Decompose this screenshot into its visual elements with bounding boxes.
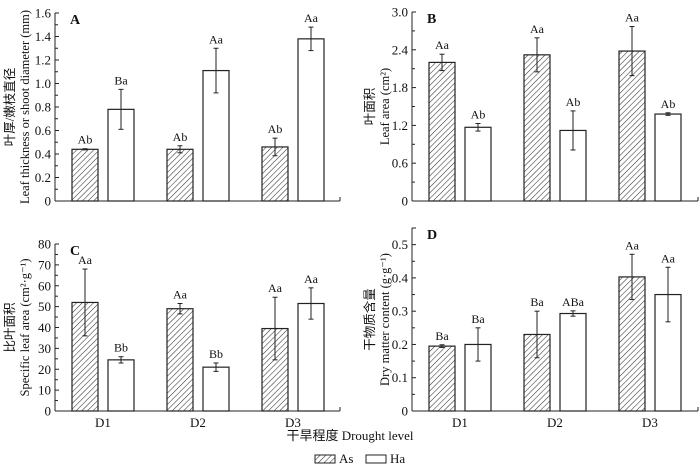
- panel-b-bar-as-d2: [523, 54, 551, 202]
- panel-a-leaf-thickness: 0 0.2 0.4 0.6 0.8 1.0 1.2 1.4 1.6 A 叶厚/嫩枝直径 Leaf th…: [2, 6, 341, 209]
- panel-d-sig-label-ha-d3: Aa: [661, 251, 676, 265]
- panel-c-y-tick-label: 70: [38, 257, 51, 272]
- panel-b-leaf-area: 0 0.6 1.2 1.8 2.4 3.0 B 叶面积 Leaf area (cm²) Aa Ab A…: [363, 5, 699, 209]
- panel-d-bar-as-d1: [428, 345, 456, 412]
- panel-b-sig-label-as-d1: Aa: [435, 38, 450, 52]
- panel-d-y-tick-label: 0.3: [392, 304, 408, 319]
- panel-b-y-tick-label: 2.4: [392, 42, 409, 57]
- panel-c-y-tick-label: 50: [38, 299, 51, 314]
- panel-c-category-label: D2: [190, 415, 206, 430]
- panel-a-y-tick-label: 0: [45, 194, 52, 209]
- panel-a-bar-ha-d3: [297, 38, 325, 202]
- panel-b-sig-label-ha-d3: Ab: [661, 97, 676, 111]
- legend-item-ha: Ha: [365, 451, 405, 466]
- panel-b-y-tick-label: 0: [402, 194, 409, 209]
- panel-c-y-tick-label: 60: [38, 278, 51, 293]
- panel-b-bar-as-d1: [428, 61, 456, 202]
- panel-d-sig-label-as-d1: Ba: [435, 329, 449, 343]
- legend-label-as: As: [339, 451, 353, 466]
- panel-c-y-label-cn: 比叶面积: [3, 302, 17, 352]
- panel-a-y-tick-label: 0.6: [35, 123, 52, 138]
- legend-label-ha: Ha: [390, 451, 405, 466]
- panel-c-letter: C: [70, 244, 80, 259]
- panel-c-sig-label-as-d3: Aa: [268, 281, 283, 295]
- panel-b-y-tick-label: 1.8: [392, 80, 408, 95]
- legend-swatch-as: [314, 454, 336, 464]
- legend: As Ha: [314, 451, 405, 466]
- panel-a-y-tick-label: 0.2: [35, 170, 51, 185]
- panel-b-y-tick-label: 1.2: [392, 118, 408, 133]
- panel-d-letter: D: [427, 228, 437, 243]
- legend-item-as: As: [314, 451, 353, 466]
- panel-c-y-tick-label: 80: [38, 237, 51, 252]
- panel-b-y-label-cn: 叶面积: [363, 88, 377, 126]
- panel-b-sig-label-as-d3: Aa: [625, 10, 640, 24]
- panel-b-y-tick-label: 0.6: [392, 156, 409, 171]
- panel-a-sig-label-ha-d2: Aa: [209, 32, 224, 46]
- panel-c-y-tick-label: 30: [38, 341, 51, 356]
- panel-d-y-tick-label: 0: [402, 404, 409, 419]
- panel-d-category-label: D3: [642, 415, 658, 430]
- panel-d-y-tick-label: 0.1: [392, 370, 408, 385]
- panel-d-dry-matter-content: 0 0.1 0.2 0.3 0.4 0.5 D 干物质含量 Dry matter content…: [362, 227, 699, 430]
- panel-a-y-tick-label: 0.4: [35, 147, 52, 162]
- panel-d-sig-label-as-d2: Ba: [530, 295, 544, 309]
- panel-a-sig-label-as-d3: Ab: [268, 122, 283, 136]
- panel-a-bar-as-d1: [71, 148, 99, 202]
- panel-b-bar-ha-d1: [464, 126, 492, 202]
- panel-d-category-label: D2: [547, 415, 563, 430]
- panel-c-y-tick-label: 10: [38, 383, 51, 398]
- panel-d-y-tick-label: 0.2: [392, 337, 408, 352]
- panel-d-bar-ha-d2: [559, 312, 587, 412]
- panel-a-y-tick-label: 1.2: [35, 53, 51, 68]
- x-axis-title: 干旱程度 Drought level: [286, 428, 413, 443]
- panel-c-sig-label-as-d2: Aa: [173, 287, 188, 301]
- panel-b-sig-label-as-d2: Aa: [530, 22, 545, 36]
- panel-c-specific-leaf-area: 0 10 20 30 40 50 60 70 80 C 比叶面积 Specific leaf area…: [3, 237, 341, 430]
- panel-c-sig-label-ha-d2: Bb: [209, 347, 223, 361]
- panel-c-sig-label-ha-d1: Bb: [114, 341, 128, 355]
- panel-c-bar-ha-d2: [202, 366, 230, 412]
- panel-b-sig-label-ha-d2: Ab: [566, 95, 581, 109]
- panel-a-bar-as-d2: [166, 148, 194, 202]
- panel-b-bar-ha-d3: [654, 113, 682, 202]
- panel-a-y-tick-label: 0.8: [35, 100, 51, 115]
- panel-c-bar-ha-d1: [107, 359, 135, 412]
- panel-d-y-tick-label: 0.5: [392, 237, 408, 252]
- panel-c-bar-as-d2: [166, 308, 194, 412]
- panel-a-y-label-cn: 叶厚/嫩枝直径: [2, 68, 17, 146]
- panel-a-sig-label-as-d1: Ab: [78, 133, 93, 147]
- panel-c-sig-label-ha-d3: Aa: [304, 272, 319, 286]
- panel-c-category-label: D3: [285, 415, 301, 430]
- panel-a-sig-label-as-d2: Ab: [173, 130, 188, 144]
- panel-a-y-tick-label: 1.0: [35, 76, 51, 91]
- panel-d-sig-label-as-d3: Aa: [625, 238, 640, 252]
- panel-c-y-tick-label: 20: [38, 362, 51, 377]
- panel-d-category-label: D1: [452, 415, 468, 430]
- legend-swatch-ha: [365, 454, 387, 464]
- panel-c-sig-label-as-d1: Aa: [78, 253, 93, 267]
- panel-b-letter: B: [427, 12, 436, 27]
- panel-b-y-label-en: Leaf area (cm²): [378, 68, 392, 145]
- panel-b-sig-label-ha-d1: Ab: [471, 108, 486, 122]
- panel-a-y-tick-label: 1.4: [35, 29, 52, 44]
- panel-a-letter: A: [70, 13, 81, 28]
- panel-d-y-label-cn: 干物质含量: [362, 288, 377, 351]
- panel-d-sig-label-ha-d2: ABa: [562, 295, 585, 309]
- panel-c-y-tick-label: 40: [38, 320, 51, 335]
- panel-c-category-label: D1: [95, 415, 111, 430]
- panel-d-y-label-en: Dry matter content (g·g⁻¹): [378, 253, 392, 386]
- panel-d-sig-label-ha-d1: Ba: [471, 312, 485, 326]
- panel-c-y-tick-label: 0: [45, 404, 52, 419]
- panel-c-y-label-en: Specific leaf area (cm²·g⁻¹): [18, 259, 32, 397]
- panel-a-sig-label-ha-d3: Aa: [304, 11, 319, 25]
- panel-a-y-label-en: Leaf thickness or shoot diameter (mm): [18, 10, 32, 204]
- panel-b-y-tick-label: 3.0: [392, 5, 408, 20]
- panel-d-y-tick-label: 0.4: [392, 270, 409, 285]
- panel-a-sig-label-ha-d1: Ba: [114, 73, 128, 87]
- panel-a-y-tick-label: 1.6: [35, 6, 52, 21]
